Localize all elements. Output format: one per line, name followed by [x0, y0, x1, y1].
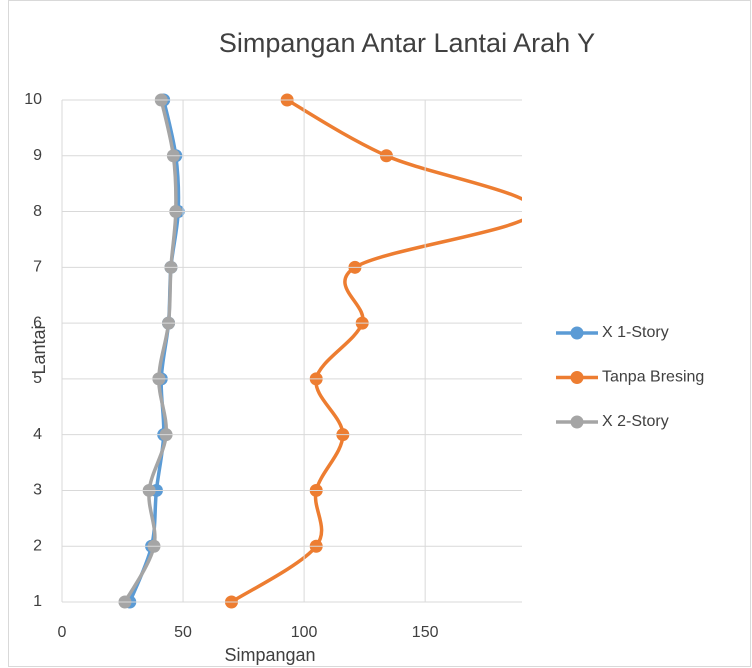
series-line [123, 98, 178, 604]
y-axis-label: Lantai [29, 325, 49, 374]
x-tick-label: 0 [58, 624, 67, 641]
legend-label: X 2-Story [602, 413, 669, 430]
x-axis-label: Simpangan [224, 645, 315, 665]
legend-marker [570, 371, 584, 384]
legend-marker [570, 326, 584, 340]
x-tick-label: 150 [412, 624, 439, 641]
y-tick-label: 9 [33, 147, 42, 164]
y-tick-label: 3 [33, 482, 42, 499]
chart-title: Simpangan Antar Lantai Arah Y [219, 28, 595, 58]
legend-label: Tanpa Bresing [602, 369, 704, 386]
x-tick-label: 50 [174, 624, 192, 641]
legend-label: X 1-Story [602, 324, 669, 341]
chart-border [8, 0, 751, 667]
legend-marker [570, 415, 584, 429]
y-tick-label: 6 [33, 314, 42, 331]
y-tick-label: 5 [33, 370, 42, 387]
y-tick-label: 8 [33, 203, 42, 220]
y-tick-label: 10 [24, 91, 42, 108]
y-tick-label: 1 [33, 593, 42, 610]
y-tick-label: 7 [33, 259, 42, 276]
x-tick-label: 100 [291, 624, 318, 641]
y-tick-label: 2 [33, 537, 42, 554]
y-tick-label: 4 [33, 426, 42, 443]
